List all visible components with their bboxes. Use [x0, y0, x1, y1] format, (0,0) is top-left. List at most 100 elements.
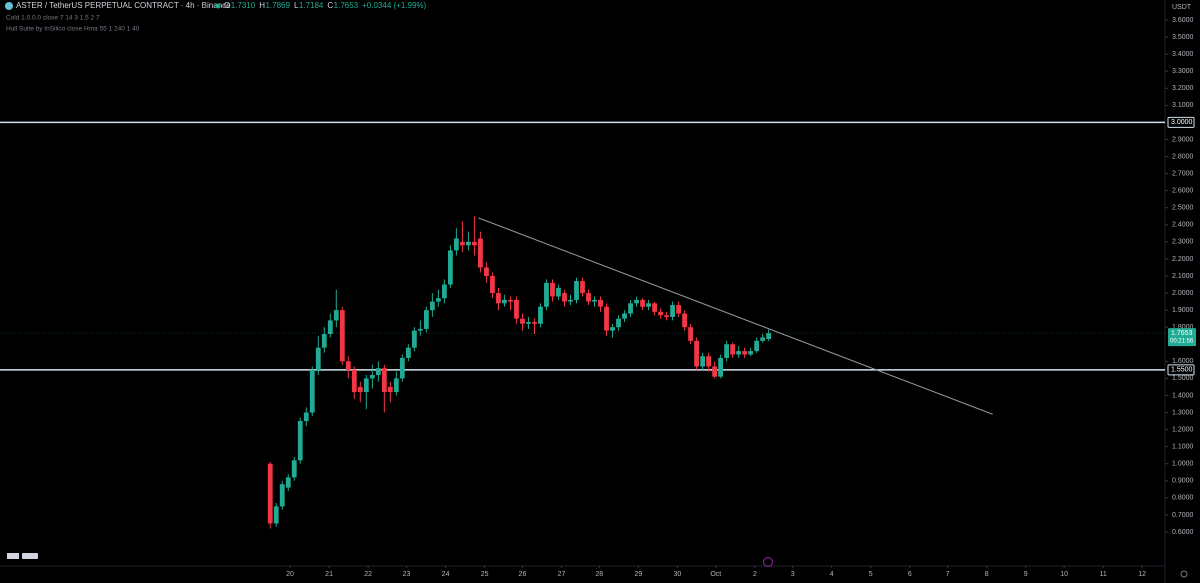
y-tick-label: 1.2000: [1172, 426, 1194, 433]
y-tick-label: 1.6000: [1172, 358, 1194, 365]
y-tick-label: 2.0000: [1172, 290, 1194, 297]
candle-body: [742, 351, 748, 355]
candle-body: [369, 374, 375, 379]
candle-body: [766, 333, 772, 339]
candle-body: [610, 327, 615, 331]
candle-body: [303, 412, 309, 422]
y-tick-label: 2.3000: [1172, 239, 1194, 246]
tradingview-logo: [7, 553, 38, 559]
y-tick-label: 0.9000: [1172, 478, 1194, 485]
candle-body: [453, 238, 459, 251]
candle-body: [345, 361, 351, 370]
x-tick-label: 12: [1138, 571, 1146, 578]
currency-label[interactable]: USDT: [1172, 4, 1192, 11]
x-tick-label: 5: [869, 571, 873, 578]
candle-body: [526, 322, 531, 324]
candle-body: [279, 484, 285, 507]
candle-body: [586, 293, 591, 302]
candle-body: [496, 293, 501, 304]
y-tick-label: 0.8000: [1172, 495, 1194, 502]
y-tick-label: 2.4000: [1172, 222, 1194, 229]
event-marker[interactable]: [763, 557, 773, 567]
y-tick-label: 2.1000: [1172, 273, 1194, 280]
candle-body: [429, 301, 435, 311]
x-tick-label: 4: [830, 571, 834, 578]
trendline: [478, 217, 993, 415]
y-tick-label: 2.8000: [1172, 153, 1194, 160]
market-status: [215, 3, 221, 9]
candle-body: [478, 238, 483, 268]
candle-body: [652, 303, 657, 312]
y-tick-label: 1.5000: [1172, 375, 1194, 382]
candle-body: [622, 313, 627, 319]
candle-body: [484, 267, 489, 276]
candle-body: [381, 368, 387, 393]
price-label: 1.5500: [1171, 367, 1193, 374]
x-tick-label: 29: [634, 571, 642, 578]
ohlc-value: 1.7653: [334, 1, 359, 10]
candle-body: [375, 368, 381, 375]
candle-body: [592, 299, 597, 302]
candle-body: [664, 315, 669, 317]
candle-body: [736, 351, 742, 355]
candle-body: [411, 330, 417, 348]
indicator-label: Cold 1.0.0.0 close 7 14 3 1.5 2 7: [6, 15, 100, 22]
candle-body: [327, 320, 333, 335]
y-tick-label: 3.3000: [1172, 68, 1194, 75]
x-tick-label: 30: [673, 571, 681, 578]
candle-body: [297, 421, 303, 461]
candle-body: [706, 356, 712, 367]
x-tick-label: 25: [481, 571, 489, 578]
ohlc-value: 1.7184: [299, 1, 324, 10]
ohlc-header: O 1.7310 H 1.7869 L 1.7184 C 1.7653 +0.0344 (+1.…: [224, 1, 427, 10]
x-tick-label: 6: [908, 571, 912, 578]
candle-body: [670, 305, 675, 317]
candle-body: [466, 241, 471, 246]
settings-button[interactable]: [1180, 570, 1188, 578]
candle-body: [357, 386, 363, 393]
candle-body: [508, 299, 513, 302]
candle-body: [351, 369, 357, 393]
price-label: 3.0000: [1171, 119, 1193, 126]
candle-body: [472, 241, 477, 246]
y-tick-label: 1.0000: [1172, 461, 1194, 468]
y-tick-label: 2.6000: [1172, 188, 1194, 195]
y-tick-label: 1.1000: [1172, 444, 1194, 451]
indicator-label: Hull Suite by InSilico close Hma 55 1 24…: [6, 26, 140, 33]
ohlc-key: O: [224, 1, 230, 10]
ohlc-key: L: [294, 1, 299, 10]
y-tick-label: 3.5000: [1172, 34, 1194, 41]
candle-body: [309, 369, 315, 413]
x-tick-label: 8: [985, 571, 989, 578]
candle-body: [417, 328, 423, 331]
candle-body: [405, 347, 411, 358]
y-tick-label: 2.5000: [1172, 205, 1194, 212]
x-tick-label: 22: [364, 571, 372, 578]
candle-body: [598, 299, 603, 307]
candle-body: [267, 463, 273, 524]
x-tick-label: 21: [325, 571, 333, 578]
candle-body: [285, 477, 291, 488]
candle-body: [562, 293, 567, 302]
candle-body: [363, 378, 369, 393]
y-tick-label: 3.2000: [1172, 85, 1194, 92]
x-tick-label: 20: [286, 571, 294, 578]
candle-body: [712, 366, 718, 377]
candle-body: [724, 344, 730, 358]
candle-body: [459, 241, 465, 246]
x-tick-label: 28: [595, 571, 603, 578]
x-tick-label: 24: [442, 571, 450, 578]
candle-body: [387, 386, 393, 393]
candle-body: [616, 318, 621, 328]
candle-body: [532, 322, 537, 324]
candle-body: [760, 337, 766, 341]
candle-body: [568, 299, 573, 302]
x-tick-label: 9: [1024, 571, 1028, 578]
candle-body: [754, 340, 760, 352]
symbol-logo: [5, 2, 13, 10]
candle-body: [700, 356, 706, 367]
candle-body: [730, 344, 736, 355]
ohlc-value: 1.7310: [231, 1, 256, 10]
